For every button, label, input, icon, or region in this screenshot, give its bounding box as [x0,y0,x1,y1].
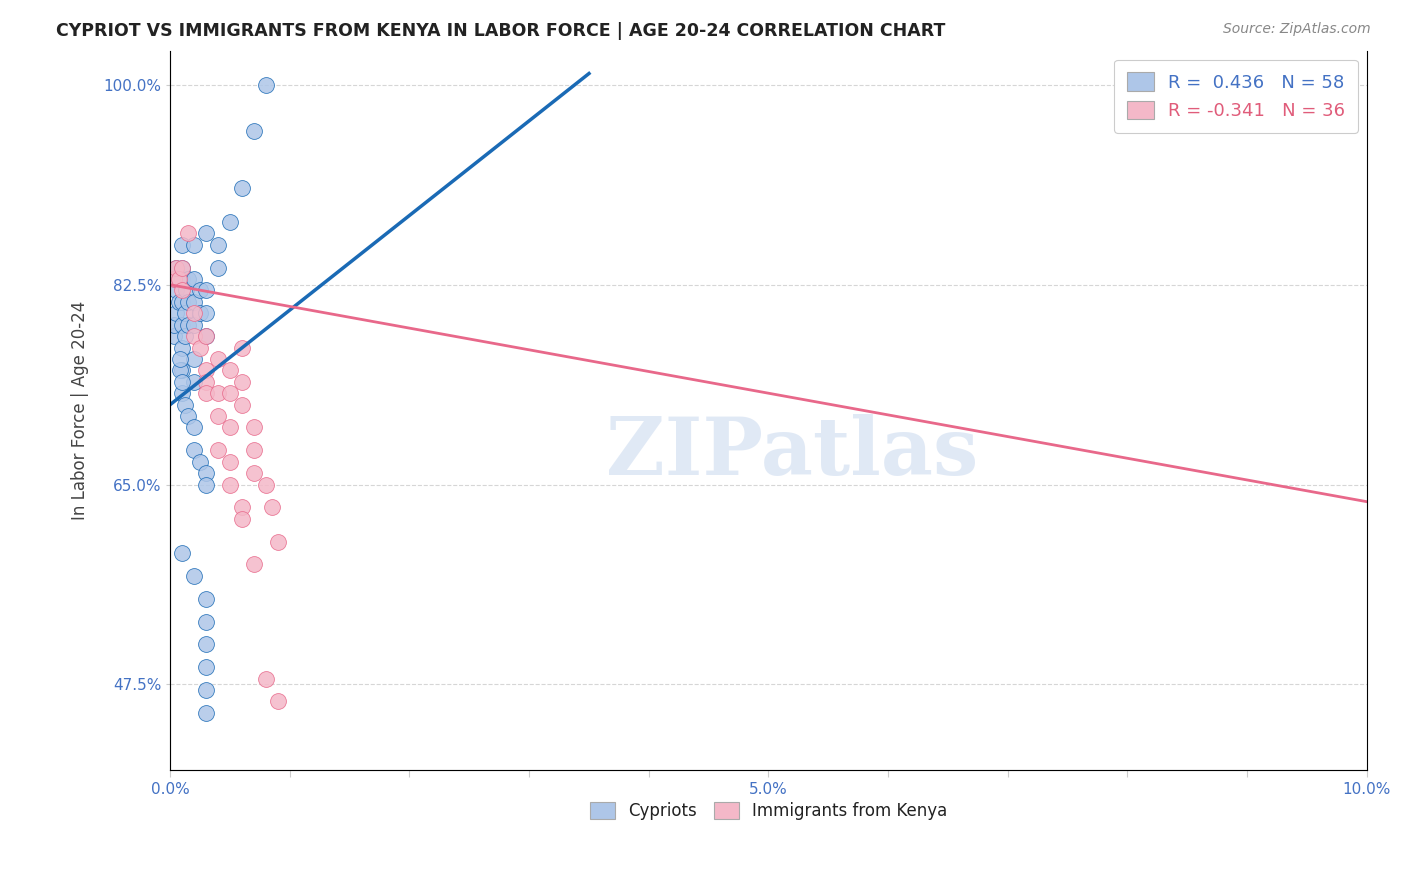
Point [260,500,283,515]
Point [188,306,211,320]
Point [231,375,253,389]
Point [172,284,194,298]
Point [165,284,187,298]
Point [219,215,242,229]
Legend: Cypriots, Immigrants from Kenya: Cypriots, Immigrants from Kenya [583,795,953,826]
Point [172,318,194,332]
Point [172,260,194,275]
Point [177,227,200,241]
Point [163,272,186,286]
Point [243,420,266,434]
Point [169,363,191,377]
Point [183,329,205,343]
Point [172,363,194,377]
Point [183,420,205,434]
Point [172,237,194,252]
Point [163,329,186,343]
Point [183,294,205,309]
Point [231,180,253,194]
Point [243,466,266,480]
Point [219,477,242,491]
Point [219,455,242,469]
Point [195,284,218,298]
Text: ZIPatlas: ZIPatlas [606,415,979,492]
Point [183,443,205,458]
Point [173,398,195,412]
Point [172,272,194,286]
Point [267,694,290,708]
Point [188,455,211,469]
Point [254,672,277,686]
Point [188,284,211,298]
Point [177,318,200,332]
Point [195,477,218,491]
Point [167,272,190,286]
Point [174,284,197,298]
Point [254,477,277,491]
Y-axis label: In Labor Force | Age 20-24: In Labor Force | Age 20-24 [72,301,89,520]
Point [172,341,194,355]
Point [172,546,194,560]
Point [183,351,205,366]
Point [195,637,218,651]
Point [163,318,186,332]
Point [254,78,277,92]
Point [183,569,205,583]
Point [195,591,218,606]
Point [195,386,218,401]
Point [167,294,190,309]
Point [195,375,218,389]
Point [173,306,195,320]
Point [165,306,187,320]
Point [177,272,200,286]
Point [195,227,218,241]
Point [183,237,205,252]
Point [219,386,242,401]
Point [231,341,253,355]
Text: CYPRIOT VS IMMIGRANTS FROM KENYA IN LABOR FORCE | AGE 20-24 CORRELATION CHART: CYPRIOT VS IMMIGRANTS FROM KENYA IN LABO… [56,22,946,40]
Point [183,272,205,286]
Point [195,683,218,698]
Point [207,260,229,275]
Point [207,409,229,423]
Point [219,363,242,377]
Point [219,420,242,434]
Point [172,386,194,401]
Point [207,351,229,366]
Point [183,318,205,332]
Point [167,272,190,286]
Point [231,398,253,412]
Point [177,294,200,309]
Point [243,123,266,137]
Point [195,363,218,377]
Point [207,443,229,458]
Point [165,260,187,275]
Point [195,706,218,720]
Point [165,272,187,286]
Point [195,306,218,320]
Point [173,329,195,343]
Point [195,329,218,343]
Point [183,306,205,320]
Point [172,260,194,275]
Point [243,443,266,458]
Point [177,409,200,423]
Point [188,341,211,355]
Point [169,351,191,366]
Point [195,615,218,629]
Point [195,329,218,343]
Point [231,512,253,526]
Point [195,466,218,480]
Point [231,500,253,515]
Point [165,260,187,275]
Point [172,375,194,389]
Point [243,558,266,572]
Point [267,534,290,549]
Point [195,660,218,674]
Point [207,386,229,401]
Point [207,237,229,252]
Point [183,375,205,389]
Point [172,294,194,309]
Text: Source: ZipAtlas.com: Source: ZipAtlas.com [1223,22,1371,37]
